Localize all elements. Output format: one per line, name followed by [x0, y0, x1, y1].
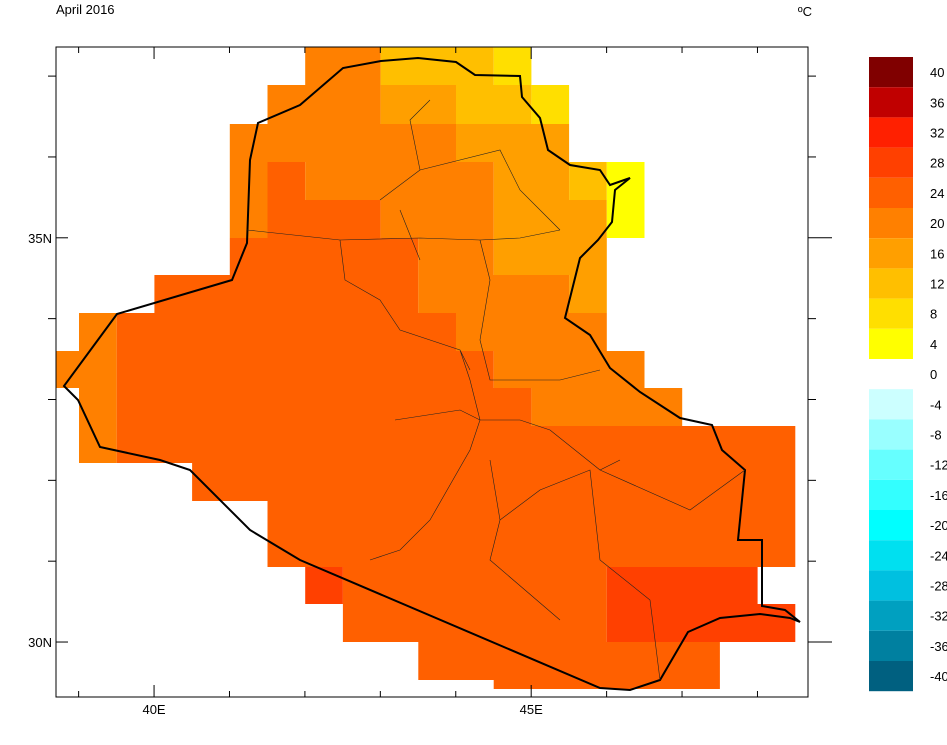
colorbar-box: [869, 540, 913, 571]
grid-cell: [493, 162, 570, 200]
colorbar-label: -20: [930, 518, 947, 533]
colorbar-label: 8: [930, 307, 937, 322]
colorbar-label: 12: [930, 277, 944, 292]
colorbar-label: 40: [930, 65, 944, 80]
borders: [62, 56, 801, 692]
grid-cell: [456, 124, 570, 162]
colorbar-box: [869, 600, 913, 631]
colorbar: 4036322824201612840-4-8-12-16-20-24-28-3…: [869, 57, 947, 692]
colorbar-label: 0: [930, 367, 937, 382]
grid-cell: [305, 47, 381, 85]
grid-cell: [154, 275, 419, 313]
x-tick-label: 40E: [142, 702, 165, 717]
colorbar-box: [869, 177, 913, 208]
province-lines: [246, 99, 746, 681]
grid-cell: [531, 85, 570, 124]
grid-cell: [116, 388, 532, 426]
colorbar-box: [869, 328, 913, 359]
colorbar-label: -32: [930, 609, 947, 624]
colorbar-label: 24: [930, 186, 944, 201]
colorbar-box: [869, 268, 913, 299]
grid-cell: [456, 85, 532, 124]
colorbar-label: -36: [930, 639, 947, 654]
y-tick-label: 30N: [28, 635, 52, 650]
grid-cell: [267, 538, 796, 567]
colorbar-label: 20: [930, 216, 944, 231]
grid-cell: [116, 426, 796, 463]
grid-cell: [229, 124, 456, 162]
grid-cell: [569, 275, 607, 313]
unit-label: ºC: [798, 4, 812, 19]
colorbar-label: 36: [930, 95, 944, 110]
grid-cells: [56, 47, 796, 689]
grid-cell: [418, 642, 720, 680]
colorbar-label: 32: [930, 126, 944, 141]
colorbar-label: -40: [930, 669, 947, 684]
country-border: [62, 56, 801, 692]
colorbar-box: [869, 419, 913, 450]
colorbar-box: [869, 147, 913, 178]
x-tick-label: 45E: [520, 702, 543, 717]
colorbar-box: [869, 630, 913, 661]
map-title: April 2016: [56, 2, 115, 17]
colorbar-box: [869, 570, 913, 601]
grid-cell: [342, 567, 607, 604]
colorbar-box: [869, 298, 913, 329]
grid-cell: [79, 313, 117, 351]
colorbar-box: [869, 449, 913, 480]
grid-cell: [493, 351, 645, 388]
grid-cell: [493, 238, 607, 275]
grid-cell: [380, 85, 456, 124]
colorbar-box: [869, 87, 913, 118]
grid-cell: [116, 351, 494, 388]
grid-cell: [606, 567, 758, 604]
colorbar-label: -12: [930, 458, 947, 473]
grid-cell: [493, 680, 720, 689]
colorbar-box: [869, 117, 913, 148]
colorbar-box: [869, 661, 913, 692]
grid-cell: [305, 567, 343, 604]
grid-cell: [493, 200, 607, 238]
grid-cell: [418, 275, 570, 313]
colorbar-box: [869, 479, 913, 510]
grid-cell: [79, 388, 117, 426]
colorbar-box: [869, 510, 913, 541]
grid-cell: [267, 200, 381, 238]
colorbar-box: [869, 57, 913, 88]
colorbar-box: [869, 238, 913, 269]
grid-cell: [229, 238, 419, 275]
colorbar-label: 28: [930, 156, 944, 171]
colorbar-label: -16: [930, 488, 947, 503]
grid-cell: [380, 200, 494, 238]
colorbar-box: [869, 208, 913, 239]
grid-cell: [531, 388, 683, 426]
grid-cell: [116, 313, 456, 351]
colorbar-box: [869, 359, 913, 390]
grid-cell: [606, 604, 796, 642]
colorbar-label: 16: [930, 246, 944, 261]
colorbar-label: -4: [930, 397, 942, 412]
map-frame: [55, 46, 809, 698]
grid-cell: [493, 47, 532, 85]
colorbar-label: -8: [930, 428, 942, 443]
colorbar-box: [869, 389, 913, 420]
colorbar-label: 4: [930, 337, 937, 352]
grid-cell: [267, 162, 306, 200]
y-tick-label: 35N: [28, 231, 52, 246]
colorbar-label: -24: [930, 548, 947, 563]
colorbar-label: -28: [930, 579, 947, 594]
grid-cell: [418, 238, 494, 275]
grid-cell: [267, 501, 796, 538]
axes: 40E 45E 35N 30N: [28, 47, 832, 717]
grid-cell: [305, 162, 494, 200]
grid-cell: [380, 47, 494, 85]
grid-cell: [267, 85, 381, 124]
grid-cell: [342, 604, 607, 642]
